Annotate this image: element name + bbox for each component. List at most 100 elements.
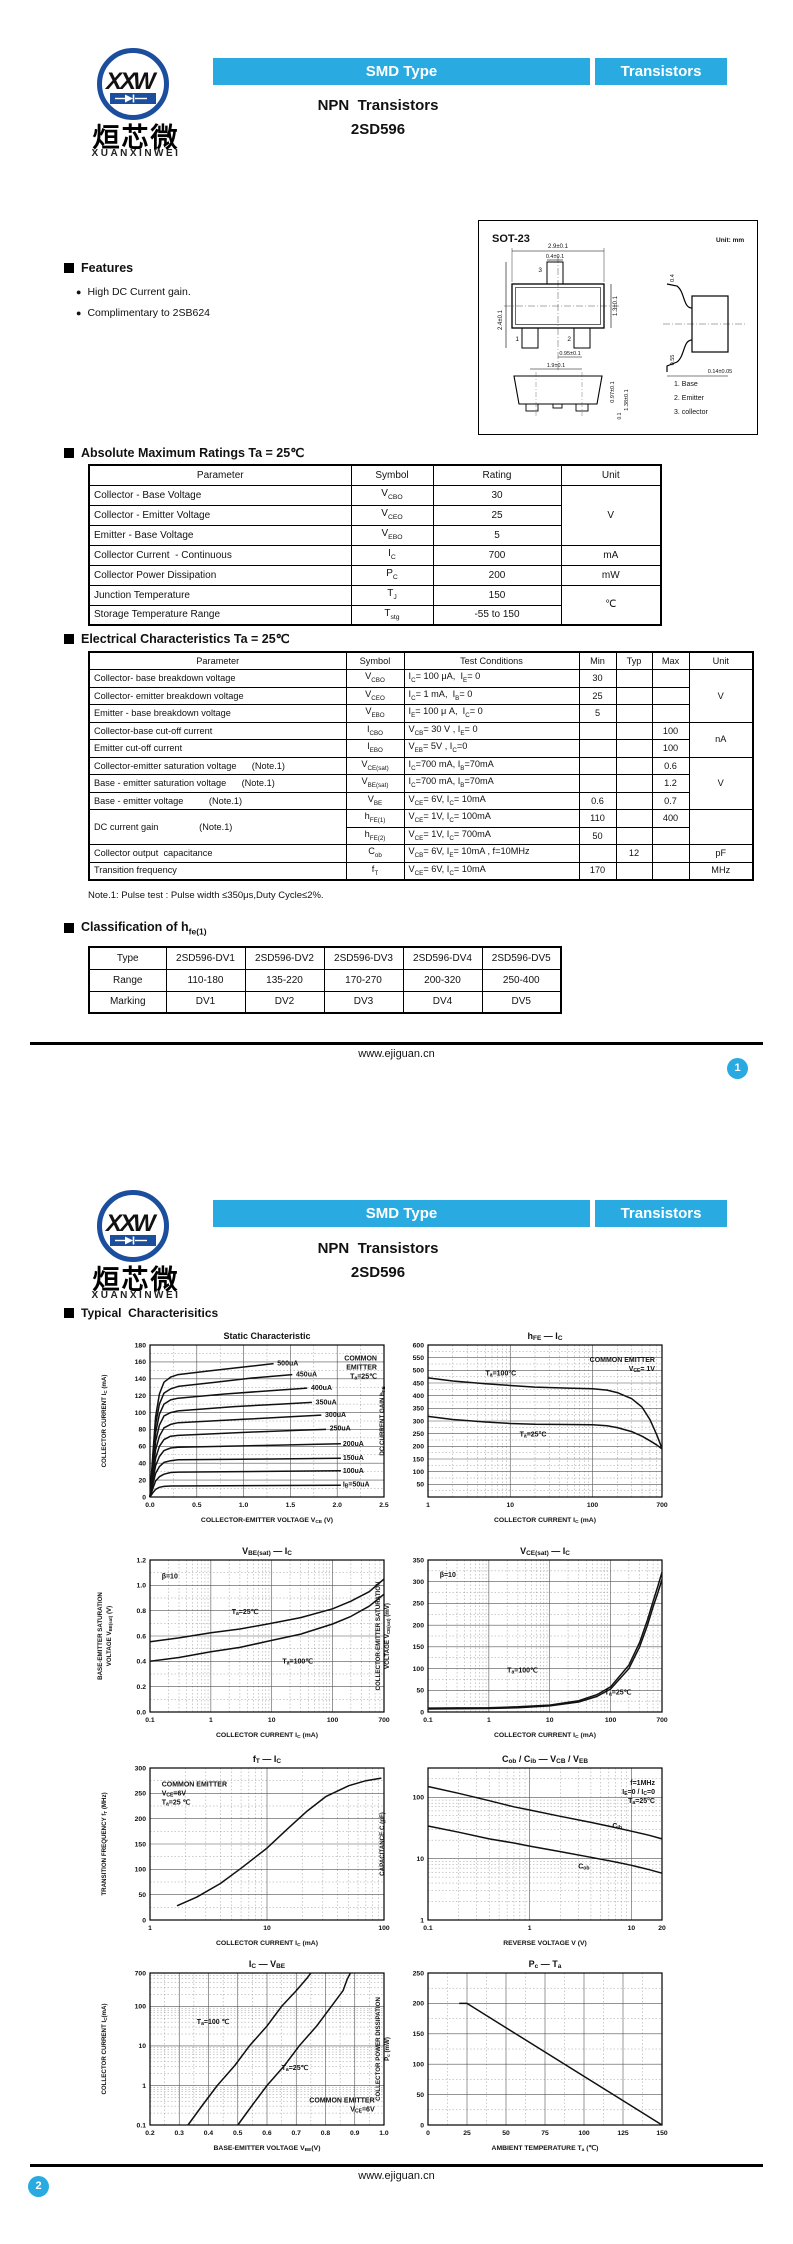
drawing-label: COMMON EMITTER [309, 2098, 374, 2105]
table-cell: Base - emitter saturation voltage (Note.… [88, 774, 347, 793]
table-cell: IC=700 mA, IB=70mA [403, 756, 580, 775]
table-cell: 0.6 [578, 791, 617, 810]
table-cell: VCEO [345, 686, 405, 705]
table-cell [688, 809, 754, 845]
svg-text:W: W [133, 68, 158, 95]
drawing-label: 3 [538, 267, 542, 274]
drawing-label: VCE(sat) — IC [520, 1546, 570, 1557]
table-cell: 25 [578, 686, 617, 705]
drawing-label: 250 [135, 1791, 147, 1798]
drawing-label: 50 [416, 1482, 424, 1489]
drawing-label: 10 [268, 1717, 276, 1724]
drawing-label: COLLECTOR-EMITTER SATURATION [375, 1581, 382, 1690]
drawing-label: 0.1 [423, 1925, 433, 1932]
svg-text:X: X [104, 68, 124, 95]
drawing-label: 100 [135, 1410, 147, 1417]
chart-series [427, 1415, 663, 1450]
table-cell [615, 739, 653, 758]
table-cell: DC current gain (Note.1) [88, 809, 347, 845]
header-bar-left-label: SMD Type [213, 58, 590, 85]
drawing-label: Cib [612, 1823, 622, 1831]
drawing-label: 100 [413, 1469, 425, 1476]
table-cell [651, 844, 690, 863]
table-cell: 0.6 [651, 756, 690, 775]
drawing-label: Cob [578, 1863, 589, 1871]
absolute-maximum-ratings-table: Parameter Symbol Rating Unit Collector - Bas… [88, 464, 662, 626]
table-row: Storage Temperature Range Tstg -55 to 150 [88, 604, 661, 626]
table-cell: TJ [350, 584, 434, 606]
page-title: NPN Transistors [317, 97, 439, 114]
footer-url: www.ejiguan.cn [358, 2170, 435, 2182]
drawing-label: 300uA [325, 1412, 346, 1419]
table-cell: IEBO [345, 739, 405, 758]
drawing-label: 50 [502, 2130, 510, 2137]
square-bullet-icon [64, 1308, 74, 1318]
drawing-label: 300 [135, 1765, 147, 1772]
drawing-label: CAPACITANCE C (pF) [379, 1812, 386, 1876]
drawing-label: 80 [138, 1427, 146, 1434]
chart-series [176, 1777, 382, 1907]
drawing-label: 1.0 [137, 1583, 147, 1590]
table-cell: Parameter [88, 651, 347, 670]
table-row: Emitter - Base Voltage VEBO 5 [88, 524, 661, 546]
table-cell: 135-220 [244, 968, 325, 992]
table-cell: VCE(sat) [345, 756, 405, 775]
table-cell: 150 [432, 584, 562, 606]
chart-series [427, 1571, 663, 1709]
table-cell: 1.2 [651, 774, 690, 793]
table-cell [578, 739, 617, 758]
drawing-label: Ta=25℃ [282, 2064, 309, 2073]
header-bar: SMD Type Transistors [213, 1200, 727, 1227]
drawing-label: 160 [135, 1359, 147, 1366]
table-cell: DV2 [244, 990, 325, 1014]
drawing-label: 1 [528, 1925, 532, 1932]
table-cell: VCE= 6V, IC= 10mA [403, 791, 580, 810]
hfe-classification-table: Type 2SD596-DV1 2SD596-DV2 2SD596-DV3 2SD596… [88, 946, 562, 1014]
drawing-label: 1 [209, 1717, 213, 1724]
table-cell [615, 774, 653, 793]
table-cell: 30 [432, 484, 562, 506]
drawing-label: AMBIENT TEMPERATURE Ta (℃) [492, 2144, 599, 2153]
drawing-label: Ta=25°C [628, 1797, 655, 1806]
drawing-label: 350uA [316, 1399, 337, 1406]
drawing-label: Ta=100℃ [282, 1657, 313, 1666]
table-cell: Collector-emitter saturation voltage (No… [88, 756, 347, 775]
drawing-label: IE=0 / IC=0 [622, 1789, 655, 1797]
drawing-label: 250 [413, 1601, 425, 1608]
chart-ic-vbe: Ta=100 ℃ Ta=25℃ 0.2 0.3 0.4 0.5 0.6 0.7 0.8 0.9 1.… [101, 1959, 389, 2153]
drawing-label: COMMON EMITTER [590, 1357, 655, 1364]
table-cell: 170 [578, 861, 617, 880]
drawing-label: SOT-23 [492, 233, 530, 245]
table-row: Collector Current - Continuous IC 700 mA [88, 544, 662, 566]
drawing-label: 2.5 [379, 1502, 389, 1509]
table-cell: MHz [688, 861, 754, 880]
drawing-label: 0 [420, 1709, 424, 1716]
drawing-label: 1 [515, 336, 519, 343]
drawing-label: 500uA [277, 1361, 298, 1368]
drawing-label: hFE — IC [528, 1331, 563, 1342]
table-cell: mW [560, 564, 662, 586]
feature-item-label: High DC Current gain. [87, 286, 191, 298]
drawing-label: 150 [413, 2031, 425, 2038]
drawing-label: 300 [413, 1579, 425, 1586]
drawing-label: 0.2 [137, 1684, 147, 1691]
drawing-label: f=1MHz [630, 1780, 655, 1787]
drawing-label: 0.1 [145, 1717, 155, 1724]
table-row: Marking DV1 DV2 DV3 DV4 DV5 [88, 990, 562, 1014]
table-row: Collector Power Dissipation PC 200 mW [88, 564, 662, 586]
footer-url: www.ejiguan.cn [358, 1048, 435, 1060]
table-row: Transition frequency fT VCE= 6V, IC= 10mA 1… [88, 861, 754, 880]
table-cell: pF [688, 844, 754, 863]
table-cell: IC [350, 544, 434, 566]
drawing-label: 200 [135, 1816, 147, 1823]
drawing-label: COLLECTOR CURRENT IC (mA) [494, 1732, 596, 1740]
table-cell: Emitter - base breakdown voltage [88, 704, 347, 723]
table-cell [615, 686, 653, 705]
table-cell: V [688, 756, 754, 810]
table-cell: ℃ [560, 584, 662, 626]
square-bullet-icon [64, 923, 74, 934]
drawing-label: 100 [413, 2062, 425, 2069]
drawing-label: 450uA [296, 1372, 317, 1379]
table-cell: VBE(sat) [345, 774, 405, 793]
table-cell [578, 756, 617, 775]
